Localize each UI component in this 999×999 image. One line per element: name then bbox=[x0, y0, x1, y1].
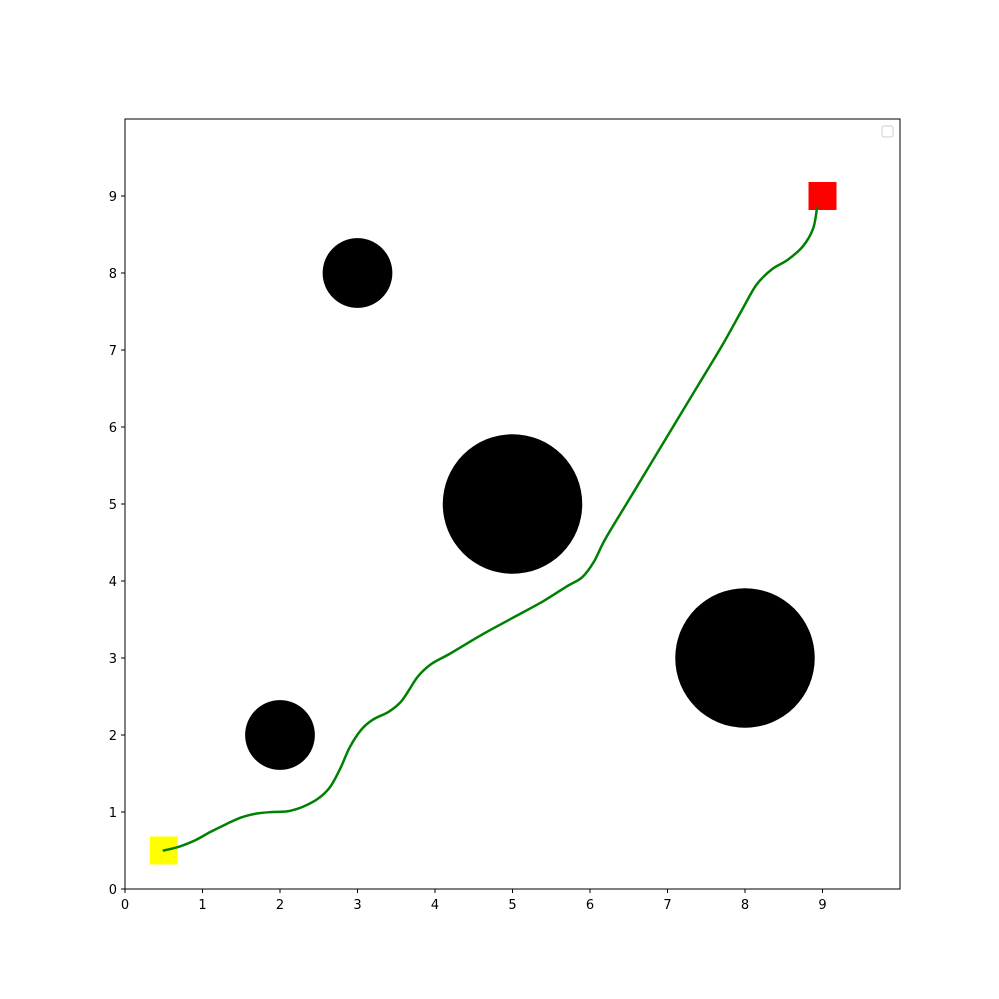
y-tick-label: 2 bbox=[109, 729, 117, 744]
x-tick-label: 4 bbox=[431, 898, 439, 913]
y-tick-label: 4 bbox=[109, 575, 117, 590]
y-tick-label: 5 bbox=[109, 498, 117, 513]
obstacle-circle bbox=[675, 588, 815, 728]
plot-area bbox=[149, 182, 837, 865]
x-tick-label: 3 bbox=[353, 898, 361, 913]
obstacle-circle bbox=[245, 700, 315, 770]
x-tick-label: 2 bbox=[276, 898, 284, 913]
y-tick-label: 8 bbox=[109, 267, 117, 282]
y-tick-label: 1 bbox=[109, 806, 117, 821]
legend-box bbox=[881, 125, 894, 138]
x-tick-label: 9 bbox=[818, 898, 826, 913]
x-tick-label: 1 bbox=[198, 898, 206, 913]
y-tick-label: 9 bbox=[109, 190, 117, 205]
y-tick-label: 3 bbox=[109, 652, 117, 667]
x-tick-label: 0 bbox=[121, 898, 129, 913]
y-tick-label: 7 bbox=[109, 344, 117, 359]
path-line bbox=[162, 206, 819, 852]
obstacle-circle bbox=[322, 238, 393, 308]
x-tick-label: 8 bbox=[741, 898, 749, 913]
y-tick-label: 0 bbox=[109, 883, 117, 898]
x-tick-label: 6 bbox=[586, 898, 594, 913]
goal-marker bbox=[808, 182, 837, 210]
obstacle-circle bbox=[442, 434, 583, 574]
axes: 0 1 2 3 4 5 6 7 8 9 0 1 2 3 4 5 6 7 8 9 bbox=[109, 118, 901, 913]
y-tick-label: 6 bbox=[109, 421, 117, 436]
x-tick-label: 7 bbox=[663, 898, 671, 913]
x-tick-label: 5 bbox=[508, 898, 516, 913]
